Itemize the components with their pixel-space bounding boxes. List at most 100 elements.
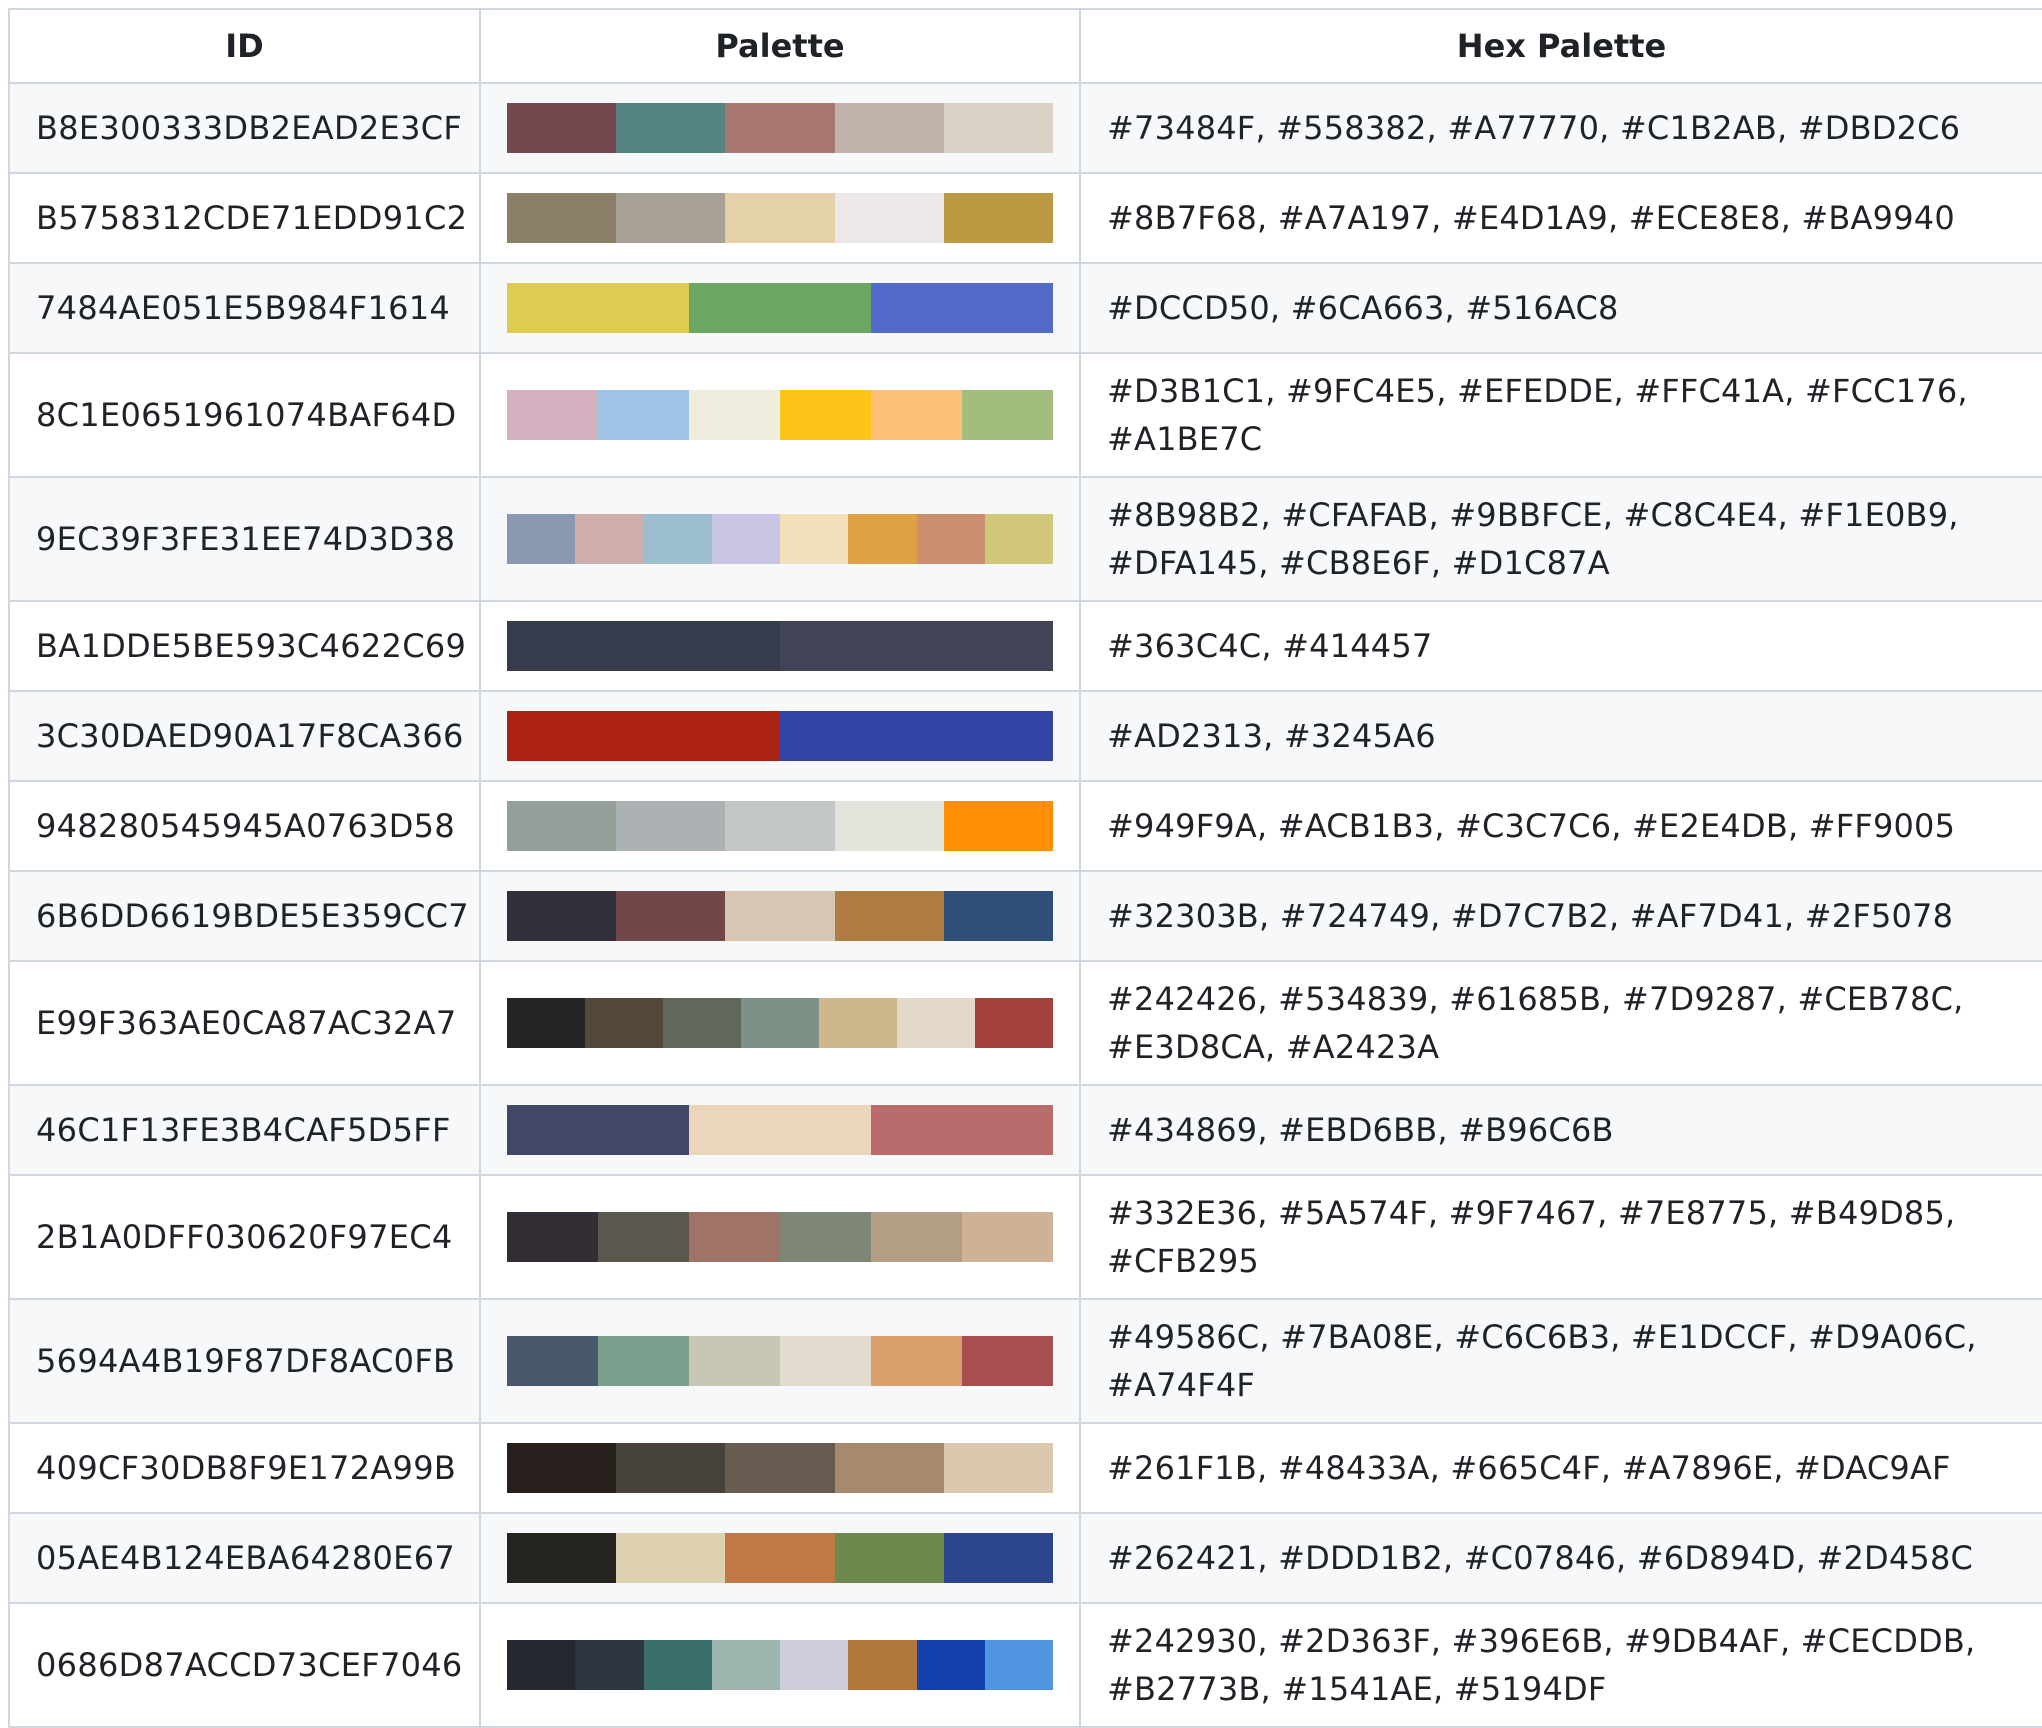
color-swatch bbox=[725, 1533, 835, 1583]
palette-cell bbox=[479, 1512, 1081, 1604]
hex-palette: #73484F, #558382, #A77770, #C1B2AB, #DBD… bbox=[1079, 82, 2042, 174]
table-body: B8E300333DB2EAD2E3CF #73484F, #558382, #A… bbox=[8, 82, 2042, 1728]
color-swatch bbox=[616, 193, 726, 243]
table-row: 948280545945A0763D58 #949F9A, #ACB1B3, #C… bbox=[8, 780, 2042, 872]
palette-id: 9EC39F3FE31EE74D3D38 bbox=[8, 476, 481, 602]
header-hex-palette: Hex Palette bbox=[1079, 8, 2042, 84]
table-row: 0686D87ACCD73CEF7046 #242930, #2D363F, #3… bbox=[8, 1602, 2042, 1728]
hex-palette: #332E36, #5A574F, #9F7467, #7E8775, #B49… bbox=[1079, 1174, 2042, 1300]
palette-id: 05AE4B124EBA64280E67 bbox=[8, 1512, 481, 1604]
color-swatch bbox=[507, 1212, 598, 1262]
palette-id: 409CF30DB8F9E172A99B bbox=[8, 1422, 481, 1514]
table-row: 5694A4B19F87DF8AC0FB #49586C, #7BA08E, #C… bbox=[8, 1298, 2042, 1424]
palette-swatch-bar bbox=[507, 1336, 1053, 1386]
color-swatch bbox=[507, 998, 585, 1048]
color-swatch bbox=[725, 891, 835, 941]
color-swatch bbox=[819, 998, 897, 1048]
hex-palette: #262421, #DDD1B2, #C07846, #6D894D, #2D4… bbox=[1079, 1512, 2042, 1604]
table-row: 9EC39F3FE31EE74D3D38 #8B98B2, #CFAFAB, #9… bbox=[8, 476, 2042, 602]
table-row: BA1DDE5BE593C4622C69 #363C4C, #414457 bbox=[8, 600, 2042, 692]
palette-swatch-bar bbox=[507, 1105, 1053, 1155]
color-swatch bbox=[962, 390, 1053, 440]
palette-swatch-bar bbox=[507, 801, 1054, 851]
color-swatch bbox=[507, 390, 598, 440]
color-swatch bbox=[984, 514, 1053, 564]
color-swatch bbox=[643, 1640, 712, 1690]
hex-palette: #8B7F68, #A7A197, #E4D1A9, #ECE8E8, #BA9… bbox=[1079, 172, 2042, 264]
color-swatch bbox=[507, 1533, 617, 1583]
color-swatch bbox=[780, 711, 1053, 761]
color-swatch bbox=[943, 1443, 1054, 1493]
color-swatch bbox=[834, 193, 944, 243]
table-row: 8C1E0651961074BAF64D #D3B1C1, #9FC4E5, #E… bbox=[8, 352, 2042, 478]
color-swatch bbox=[943, 801, 1054, 851]
color-swatch bbox=[725, 193, 835, 243]
color-swatch bbox=[575, 514, 644, 564]
table-row: 7484AE051E5B984F1614 #DCCD50, #6CA663, #5… bbox=[8, 262, 2042, 354]
color-swatch bbox=[871, 1105, 1053, 1155]
color-swatch bbox=[975, 998, 1053, 1048]
palette-swatch-bar bbox=[507, 390, 1053, 440]
color-swatch bbox=[834, 103, 944, 153]
palette-swatch-bar bbox=[507, 1640, 1053, 1690]
color-swatch bbox=[871, 1336, 962, 1386]
color-swatch bbox=[780, 1640, 849, 1690]
palette-swatch-bar bbox=[507, 711, 1053, 761]
color-swatch bbox=[725, 1443, 835, 1493]
palette-cell bbox=[479, 780, 1081, 872]
color-swatch bbox=[834, 1533, 944, 1583]
color-swatch bbox=[943, 1533, 1054, 1583]
palette-swatch-bar bbox=[507, 1443, 1054, 1493]
hex-palette: #242930, #2D363F, #396E6B, #9DB4AF, #CEC… bbox=[1079, 1602, 2042, 1728]
color-swatch bbox=[663, 998, 741, 1048]
color-swatch bbox=[598, 1336, 689, 1386]
color-swatch bbox=[507, 193, 617, 243]
palette-swatch-bar bbox=[507, 891, 1054, 941]
palette-cell bbox=[479, 1422, 1081, 1514]
color-swatch bbox=[507, 1336, 598, 1386]
palette-id: B5758312CDE71EDD91C2 bbox=[8, 172, 481, 264]
color-swatch bbox=[834, 801, 944, 851]
color-swatch bbox=[575, 1640, 644, 1690]
palette-cell bbox=[479, 82, 1081, 174]
color-swatch bbox=[780, 514, 849, 564]
palette-id: BA1DDE5BE593C4622C69 bbox=[8, 600, 481, 692]
color-swatch bbox=[834, 1443, 944, 1493]
palette-cell bbox=[479, 1084, 1081, 1176]
color-swatch bbox=[943, 103, 1054, 153]
hex-palette: #DCCD50, #6CA663, #516AC8 bbox=[1079, 262, 2042, 354]
color-swatch bbox=[616, 103, 726, 153]
palette-id: 3C30DAED90A17F8CA366 bbox=[8, 690, 481, 782]
hex-palette: #242426, #534839, #61685B, #7D9287, #CEB… bbox=[1079, 960, 2042, 1086]
palette-id: 0686D87ACCD73CEF7046 bbox=[8, 1602, 481, 1728]
palette-cell bbox=[479, 870, 1081, 962]
header-row: ID Palette Hex Palette bbox=[8, 8, 2042, 84]
table-row: B5758312CDE71EDD91C2 #8B7F68, #A7A197, #E… bbox=[8, 172, 2042, 264]
hex-palette: #D3B1C1, #9FC4E5, #EFEDDE, #FFC41A, #FCC… bbox=[1079, 352, 2042, 478]
hex-palette: #AD2313, #3245A6 bbox=[1079, 690, 2042, 782]
color-swatch bbox=[741, 998, 819, 1048]
color-swatch bbox=[871, 390, 962, 440]
color-swatch bbox=[616, 891, 726, 941]
color-swatch bbox=[780, 390, 871, 440]
hex-palette: #8B98B2, #CFAFAB, #9BBFCE, #C8C4E4, #F1E… bbox=[1079, 476, 2042, 602]
hex-palette: #49586C, #7BA08E, #C6C6B3, #E1DCCF, #D9A… bbox=[1079, 1298, 2042, 1424]
palette-id: 46C1F13FE3B4CAF5D5FF bbox=[8, 1084, 481, 1176]
color-swatch bbox=[725, 103, 835, 153]
palette-cell bbox=[479, 172, 1081, 264]
palette-swatch-bar bbox=[507, 1212, 1053, 1262]
palette-swatch-bar bbox=[507, 621, 1053, 671]
table-row: B8E300333DB2EAD2E3CF #73484F, #558382, #A… bbox=[8, 82, 2042, 174]
color-swatch bbox=[848, 514, 917, 564]
color-swatch bbox=[689, 1212, 780, 1262]
color-swatch bbox=[507, 514, 576, 564]
color-swatch bbox=[962, 1336, 1053, 1386]
palette-swatch-bar bbox=[507, 193, 1054, 243]
palette-cell bbox=[479, 1298, 1081, 1424]
palette-id: E99F363AE0CA87AC32A7 bbox=[8, 960, 481, 1086]
palette-cell bbox=[479, 262, 1081, 354]
color-swatch bbox=[962, 1212, 1053, 1262]
color-swatch bbox=[711, 514, 780, 564]
color-swatch bbox=[689, 283, 871, 333]
table-row: 05AE4B124EBA64280E67 #262421, #DDD1B2, #C… bbox=[8, 1512, 2042, 1604]
